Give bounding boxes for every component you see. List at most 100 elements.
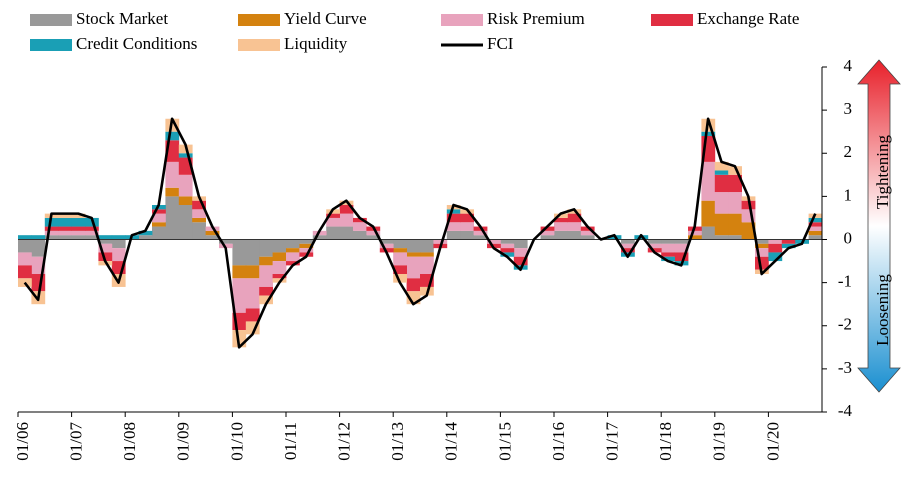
area-segment [299, 243, 314, 249]
area-segment [661, 256, 675, 262]
area-segment [286, 252, 300, 262]
area-segment [379, 243, 394, 249]
area-segment [178, 205, 193, 240]
x-tick-label: 01/08 [120, 422, 139, 461]
area-segment [138, 235, 153, 240]
area-segment [446, 230, 461, 240]
area-segment [728, 235, 742, 240]
x-tick-label: 01/11 [281, 422, 300, 460]
area-segment [165, 161, 180, 188]
area-segment [661, 252, 675, 257]
area-segment [768, 243, 783, 253]
legend-label: Exchange Rate [697, 9, 799, 28]
y-tick-label: 2 [844, 142, 853, 161]
area-segment [366, 235, 381, 240]
y-tick-label: 1 [844, 185, 853, 204]
area-segment [312, 235, 327, 240]
area-segment [71, 217, 86, 227]
x-tick-label: 01/10 [227, 422, 246, 461]
area-segment [165, 131, 180, 141]
area-segment [701, 161, 716, 201]
area-segment [446, 213, 461, 223]
area-segment [406, 239, 421, 253]
y-tick-label: -4 [838, 401, 853, 420]
area-segment [232, 239, 247, 266]
area-segment [755, 243, 769, 249]
area-segment [259, 295, 273, 305]
area-segment [755, 248, 769, 257]
x-tick-label: 01/07 [67, 422, 86, 461]
area-segment [647, 248, 662, 253]
area-segment [192, 200, 206, 210]
area-segment [205, 230, 220, 236]
area-segment [44, 217, 59, 227]
y-tick-label: 0 [844, 228, 853, 247]
area-segment [393, 239, 407, 249]
area-segment [339, 213, 354, 227]
legend-swatch [651, 14, 693, 26]
area-segment [393, 265, 407, 274]
area-segment [259, 256, 273, 266]
area-segment [393, 248, 407, 253]
area-segment [245, 239, 260, 266]
area-segment [580, 235, 595, 240]
area-segment [178, 153, 193, 158]
area-segment [138, 230, 153, 236]
legend-swatch [238, 14, 280, 26]
area-segment [580, 230, 595, 236]
area-segment [487, 239, 501, 244]
area-segment [406, 278, 421, 292]
area-segment [808, 217, 823, 223]
area-segment [18, 265, 32, 279]
area-segment [245, 278, 260, 309]
area-segment [18, 252, 32, 266]
area-segment [299, 239, 314, 244]
area-segment [554, 213, 568, 218]
area-segment [58, 230, 72, 236]
legend-label: Yield Curve [284, 9, 367, 28]
area-segment [31, 239, 46, 257]
area-segment [71, 213, 86, 218]
area-segment [178, 174, 193, 197]
area-segment [366, 230, 381, 236]
area-segment [554, 230, 568, 240]
area-segment [18, 239, 32, 253]
area-segment [741, 222, 756, 240]
area-segment [85, 230, 99, 236]
area-segment [728, 213, 742, 236]
area-segment [567, 213, 582, 223]
area-segment [152, 213, 166, 223]
area-segment [728, 174, 742, 193]
area-segment [71, 230, 86, 236]
area-segment [714, 213, 729, 236]
area-segment [513, 248, 528, 257]
x-tick-label: 01/09 [174, 422, 193, 461]
legend-swatch [441, 14, 483, 26]
area-segment [286, 261, 300, 266]
area-segment [71, 226, 86, 231]
area-segment [232, 265, 247, 279]
area-segment [152, 226, 166, 240]
x-tick-label: 01/12 [335, 422, 354, 461]
area-segment [714, 235, 729, 240]
area-segment [554, 217, 568, 223]
legend-swatch [238, 39, 280, 51]
area-segment [500, 243, 515, 249]
area-segment [272, 252, 287, 262]
area-segment [326, 209, 340, 214]
area-segment [245, 265, 260, 279]
area-segment [500, 252, 515, 257]
area-segment [406, 256, 421, 279]
area-segment [567, 230, 582, 240]
area-segment [567, 222, 582, 231]
legend-label: FCI [487, 34, 514, 53]
legend-swatch [30, 39, 72, 51]
area-segment [808, 226, 823, 231]
area-segment [219, 243, 233, 249]
area-segment [272, 274, 287, 279]
area-segment [326, 213, 340, 218]
area-segment [674, 243, 689, 253]
area-segment [460, 222, 474, 231]
area-segment [111, 235, 126, 240]
